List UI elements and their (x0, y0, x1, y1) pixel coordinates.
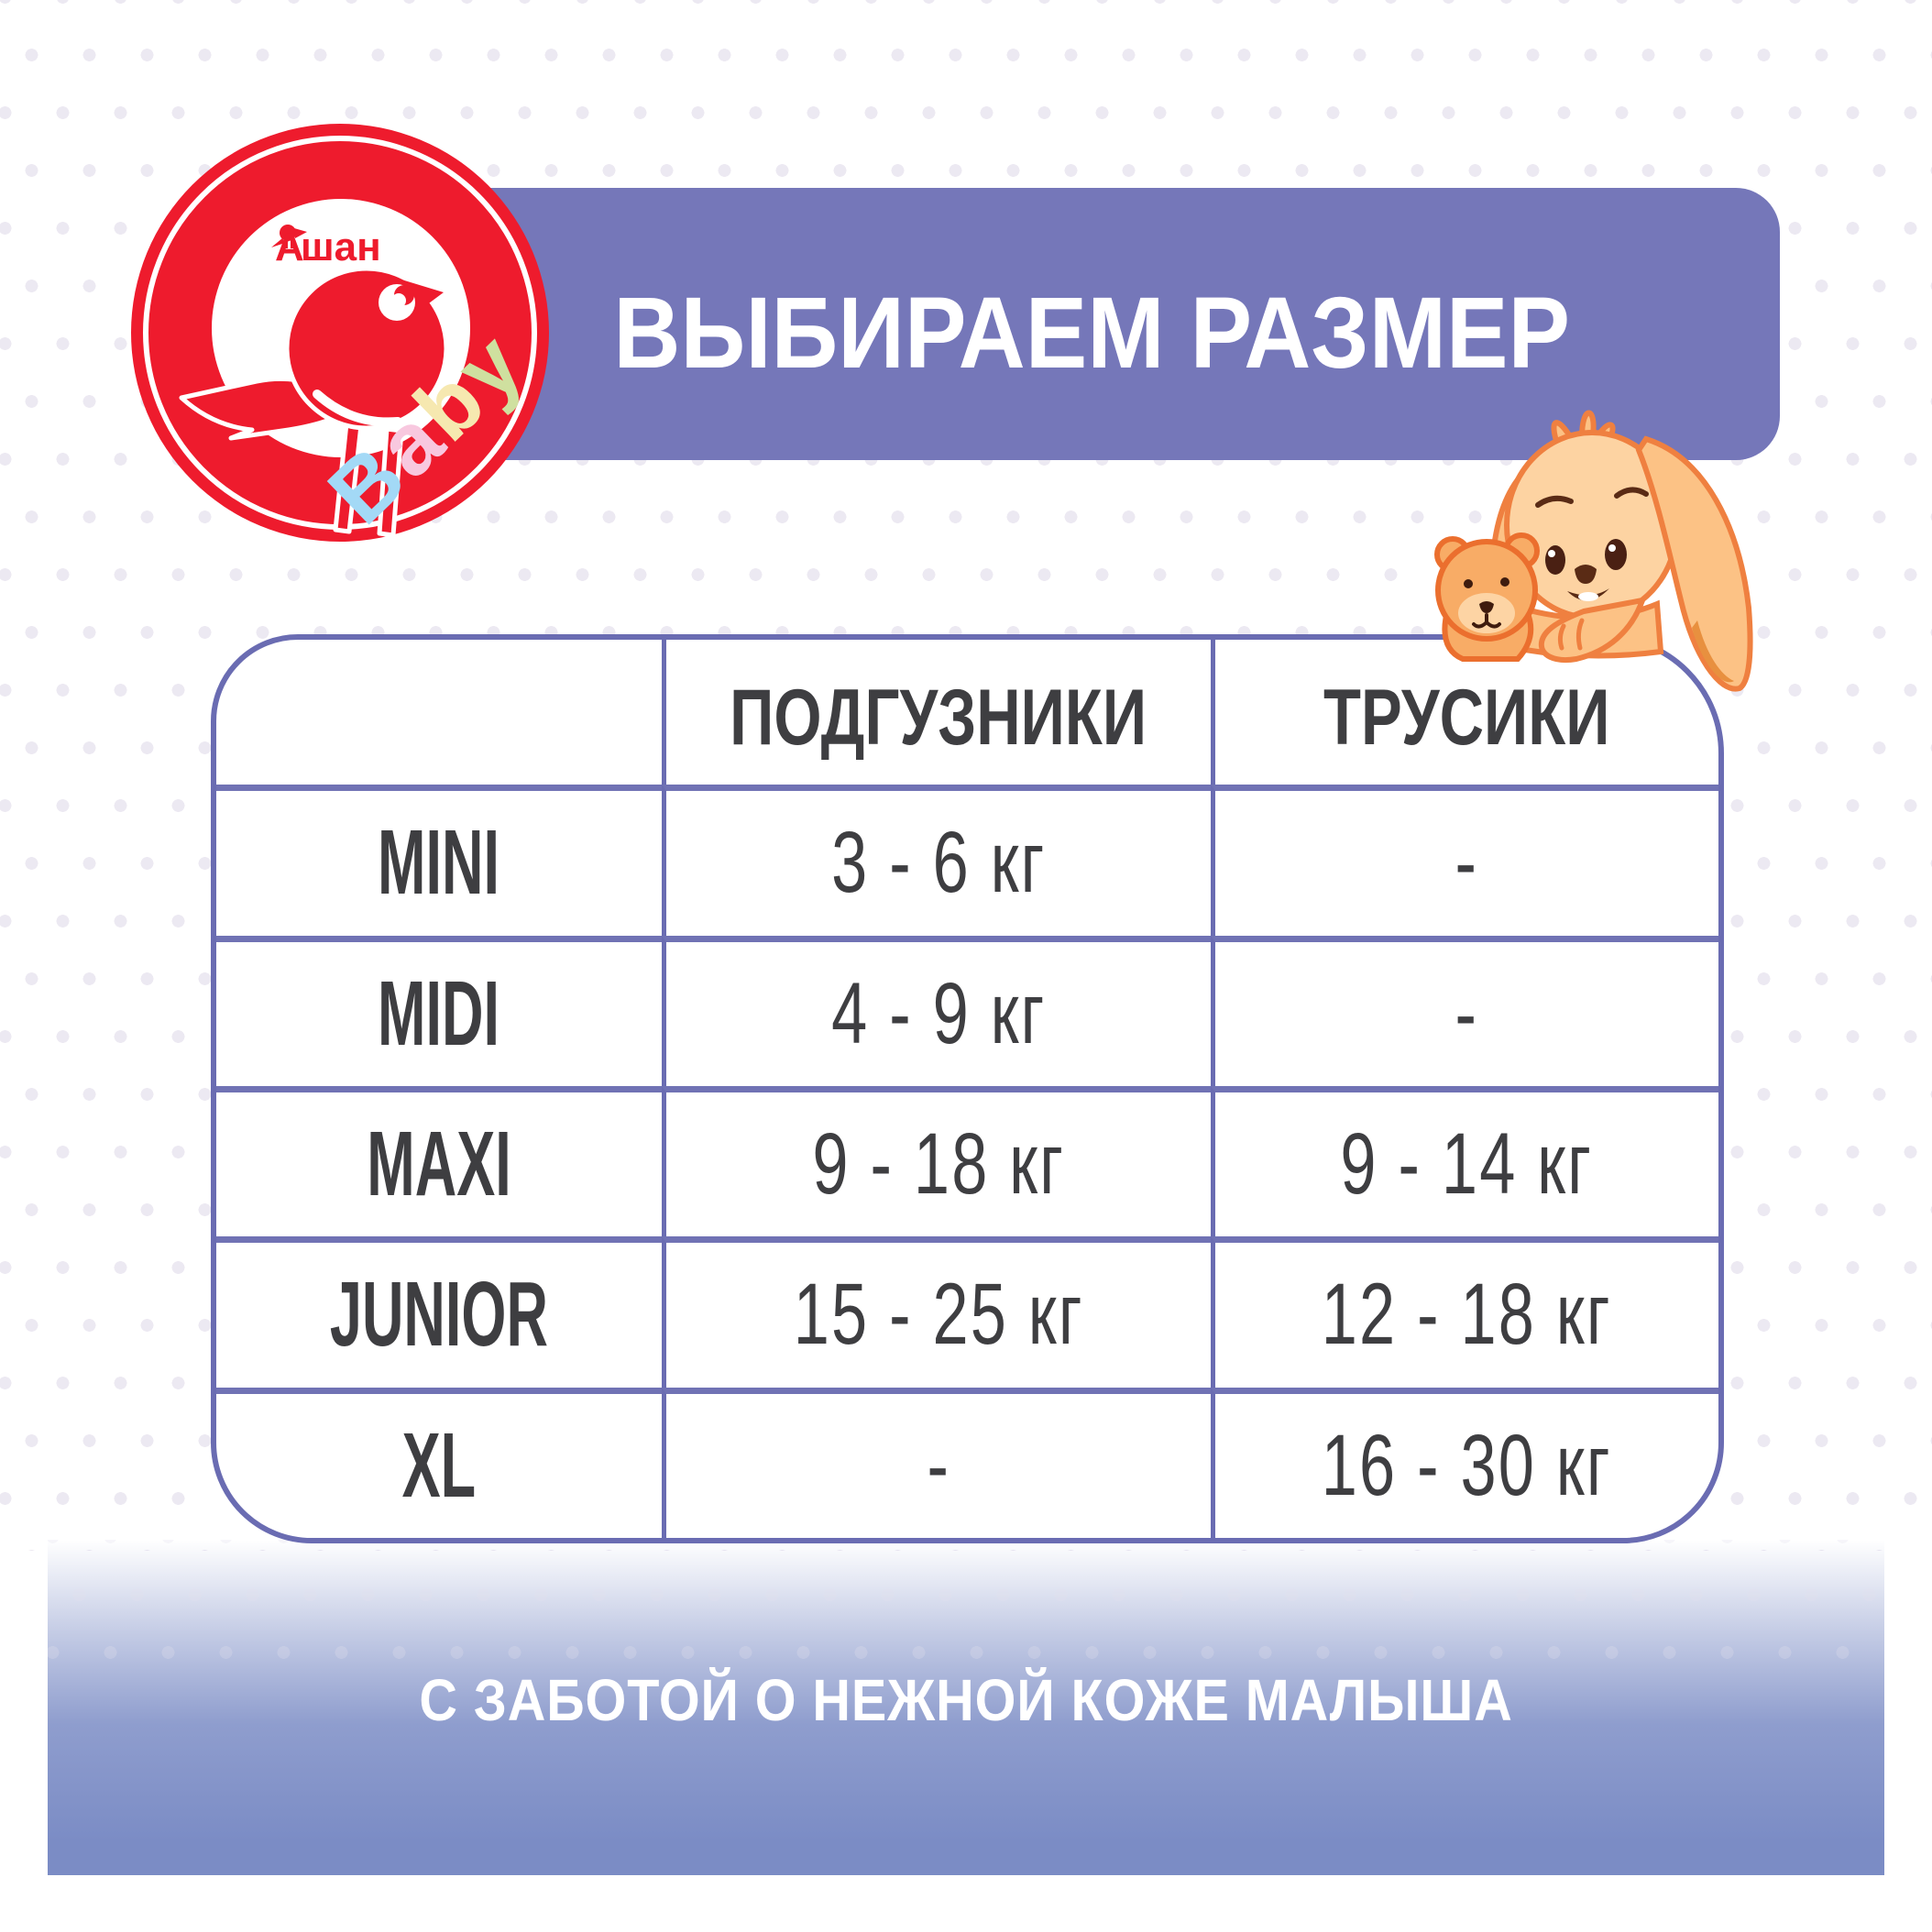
logo-bird-eye (379, 284, 415, 321)
size-table-grid: ПОДГУЗНИКИ ТРУСИКИ MINI 3 - 6 кг - MIDI 4 - … (216, 640, 1718, 1538)
column-header-pants: ТРУСИКИ (1323, 673, 1610, 762)
column-header-diapers: ПОДГУЗНИКИ (730, 673, 1147, 762)
teddy-bear (1434, 532, 1540, 662)
size-value-cell: 9 - 14 кг (1211, 1085, 1718, 1237)
logo-wordmark-a: А (275, 225, 304, 269)
size-value-cell: 4 - 9 кг (662, 935, 1211, 1086)
size-label-cell: XL (216, 1387, 662, 1538)
size-table: ПОДГУЗНИКИ ТРУСИКИ MINI 3 - 6 кг - MIDI 4 - … (211, 634, 1724, 1543)
size-value-cell: 3 - 6 кг (662, 785, 1211, 936)
size-label-cell: MIDI (216, 935, 662, 1086)
size-value-cell: 15 - 25 кг (662, 1236, 1211, 1388)
title-banner: ВЫБИРАЕМ РАЗМЕР (403, 188, 1780, 460)
size-value-cell: 12 - 18 кг (1211, 1236, 1718, 1388)
footer-slogan: С ЗАБОТОЙ О НЕЖНОЙ КОЖЕ МАЛЫША (419, 1667, 1513, 1733)
size-label-cell: MINI (216, 785, 662, 935)
header-pants-cell: ТРУСИКИ (1211, 640, 1718, 785)
size-value-cell: - (1211, 785, 1718, 936)
size-value-cell: 9 - 18 кг (662, 1085, 1211, 1237)
header-diapers-cell: ПОДГУЗНИКИ (662, 640, 1211, 785)
bunny-arm-paw (1538, 598, 1645, 663)
size-value-cell: - (1211, 935, 1718, 1086)
footer-band: С ЗАБОТОЙ О НЕЖНОЙ КОЖЕ МАЛЫША (48, 1540, 1884, 1875)
footer-band-dots (48, 1540, 1884, 1695)
bunny-mascot (1434, 410, 1753, 692)
bunny-right-ear (1635, 435, 1753, 692)
header-empty-cell (216, 640, 662, 785)
size-value-cell: 16 - 30 кг (1211, 1387, 1718, 1538)
size-label-cell: MAXI (216, 1085, 662, 1236)
logo-mini-bird-icon (271, 225, 307, 248)
logo-wordmark: шан (301, 225, 381, 269)
size-value-cell: - (662, 1387, 1211, 1538)
auchan-baby-logo: шан А Baby (131, 124, 549, 543)
page-title: ВЫБИРАЕМ РАЗМЕР (613, 277, 1570, 390)
bunny-right-ear-shadow (1692, 620, 1734, 683)
size-label-cell: JUNIOR (216, 1236, 662, 1387)
bunny-face (1535, 487, 1649, 601)
